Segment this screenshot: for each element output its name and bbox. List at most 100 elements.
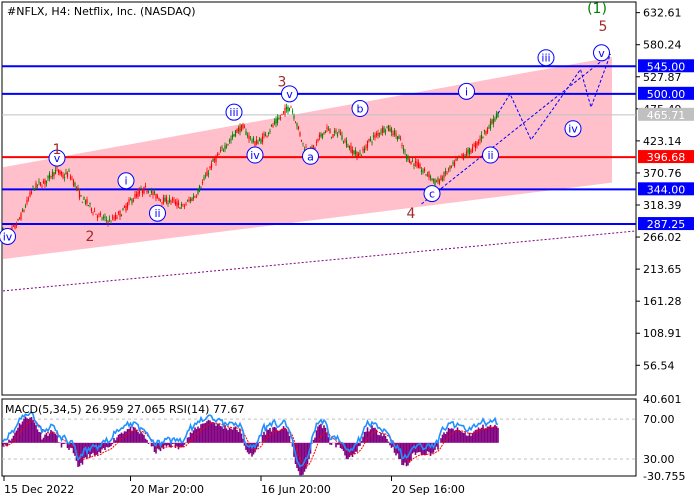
candle [393, 128, 396, 137]
candle [156, 193, 159, 199]
candle [438, 178, 441, 186]
candle [230, 135, 232, 144]
candle [345, 137, 348, 148]
candle [24, 203, 27, 209]
candle [158, 197, 160, 201]
candle [119, 209, 121, 221]
candle [486, 126, 489, 135]
candle [476, 141, 478, 149]
candle [380, 128, 382, 136]
candle [299, 131, 301, 137]
candle [63, 173, 66, 182]
candle [23, 208, 25, 213]
candle [147, 189, 150, 194]
candle [318, 132, 321, 141]
candle [62, 172, 64, 180]
candle [128, 197, 130, 206]
candle [288, 107, 291, 112]
forecast-trendline [421, 53, 611, 205]
candle [344, 138, 346, 144]
candle [461, 153, 463, 159]
candle [195, 194, 198, 199]
candle [111, 214, 114, 221]
candle [81, 201, 84, 203]
candle [404, 148, 406, 156]
candle [395, 130, 397, 139]
price-tick-label: 161.28 [643, 295, 682, 308]
candle [359, 149, 361, 156]
svg-text:i: i [465, 85, 468, 98]
candle [320, 132, 322, 139]
candle [378, 132, 381, 138]
candle [447, 167, 450, 173]
candle [117, 210, 120, 216]
svg-text:v: v [598, 47, 605, 60]
candle [429, 174, 432, 181]
candle [437, 176, 439, 185]
time-axis: 15 Dec 2022 20 Mar 20:00 16 Jun 20:00 20 Se… [3, 476, 465, 496]
candle [467, 147, 469, 156]
svg-text:3: 3 [278, 75, 287, 91]
candle [261, 132, 264, 145]
candle [356, 151, 358, 161]
candle [482, 136, 484, 139]
level-price-tags: 545.00 500.00 396.68 344.00 287.25 465.71 [638, 59, 694, 231]
candle [140, 185, 142, 191]
candle [381, 125, 384, 136]
candle [35, 180, 37, 190]
price-tick-label: 213.65 [643, 263, 682, 276]
candle [347, 143, 349, 148]
candle [149, 194, 151, 198]
candle [204, 172, 207, 179]
candle [260, 137, 262, 145]
candle [399, 135, 402, 141]
candle [281, 113, 283, 116]
level-price-tag: 344.00 [638, 182, 694, 196]
wave-label: 3 [278, 75, 287, 91]
candle [324, 130, 327, 134]
candle [36, 184, 39, 190]
svg-text:iii: iii [229, 106, 238, 119]
candle [159, 198, 162, 203]
candle [48, 171, 51, 182]
candle [93, 207, 96, 213]
candle [389, 125, 391, 132]
price-tick-label: 318.39 [643, 199, 682, 212]
rsi-line [2, 410, 499, 468]
candle [194, 195, 196, 198]
candle [44, 178, 46, 188]
candle [150, 187, 153, 195]
candle [26, 196, 28, 206]
candle [80, 194, 82, 197]
candle [305, 143, 307, 149]
price-tick-label: 370.76 [643, 167, 682, 180]
candle [425, 174, 427, 177]
candle [348, 145, 351, 151]
candle [137, 188, 139, 199]
candle [227, 143, 229, 146]
indicator-pane[interactable]: MACD(5,34,5) 26.959 27.065 RSI(14) 77.67 [1, 398, 637, 477]
candle [251, 138, 253, 144]
price-tick-label: 527.87 [643, 71, 682, 84]
candle [278, 115, 280, 120]
candle [42, 178, 45, 184]
candle [351, 146, 354, 157]
candle [440, 174, 442, 181]
candle [491, 118, 493, 125]
candle [489, 118, 492, 131]
candle [264, 131, 267, 137]
candle [302, 142, 304, 147]
candle [228, 138, 231, 144]
candle [485, 130, 487, 136]
candle [276, 114, 279, 126]
candle [110, 220, 112, 224]
wave-label: 4 [407, 206, 416, 222]
candle [95, 213, 97, 215]
wave-label: 5 [599, 19, 608, 35]
candle [243, 124, 246, 129]
svg-text:iv: iv [3, 230, 13, 243]
candle [468, 147, 471, 157]
candle [83, 196, 85, 201]
